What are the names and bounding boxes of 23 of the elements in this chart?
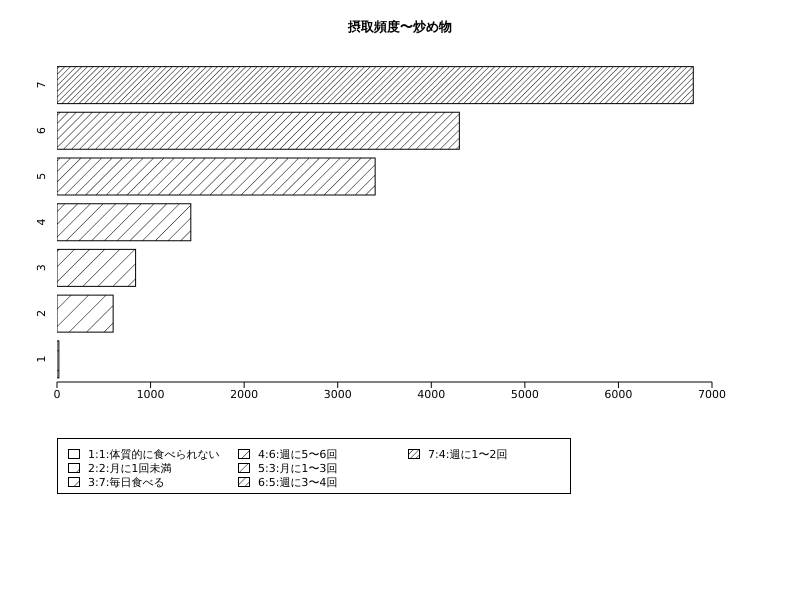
legend-label: 3:7:毎日食べる bbox=[88, 474, 164, 490]
legend-label: 6:5:週に3〜4回 bbox=[258, 474, 338, 490]
x-tick-label: 7000 bbox=[698, 388, 726, 401]
y-tick-label: 6 bbox=[35, 127, 48, 134]
legend-label: 7:4:週に1〜2回 bbox=[428, 446, 508, 462]
legend-label: 5:3:月に1〜3回 bbox=[258, 460, 338, 476]
legend-label: 1:1:体質的に食べられない bbox=[88, 446, 220, 462]
x-tick-label: 5000 bbox=[510, 388, 539, 401]
legend-label: 2:2:月に1回未満 bbox=[88, 460, 172, 476]
x-tick-label: 2000 bbox=[230, 388, 258, 401]
x-tick-label: 3000 bbox=[324, 388, 352, 401]
x-tick-label: 6000 bbox=[604, 388, 632, 401]
chart-title: 摂取頻度〜炒め物 bbox=[346, 18, 453, 36]
y-tick-label: 5 bbox=[35, 172, 48, 180]
x-tick-label: 0 bbox=[54, 388, 60, 401]
y-tick-label: 3 bbox=[35, 264, 48, 272]
x-tick-label: 4000 bbox=[417, 388, 446, 401]
y-tick-label: 4 bbox=[35, 218, 48, 226]
x-tick-label: 1000 bbox=[136, 388, 165, 401]
y-tick-label: 7 bbox=[35, 81, 48, 88]
y-tick-label: 1 bbox=[35, 356, 48, 363]
legend-label: 4:6:週に5〜6回 bbox=[258, 446, 338, 462]
y-tick-label: 2 bbox=[35, 310, 48, 317]
